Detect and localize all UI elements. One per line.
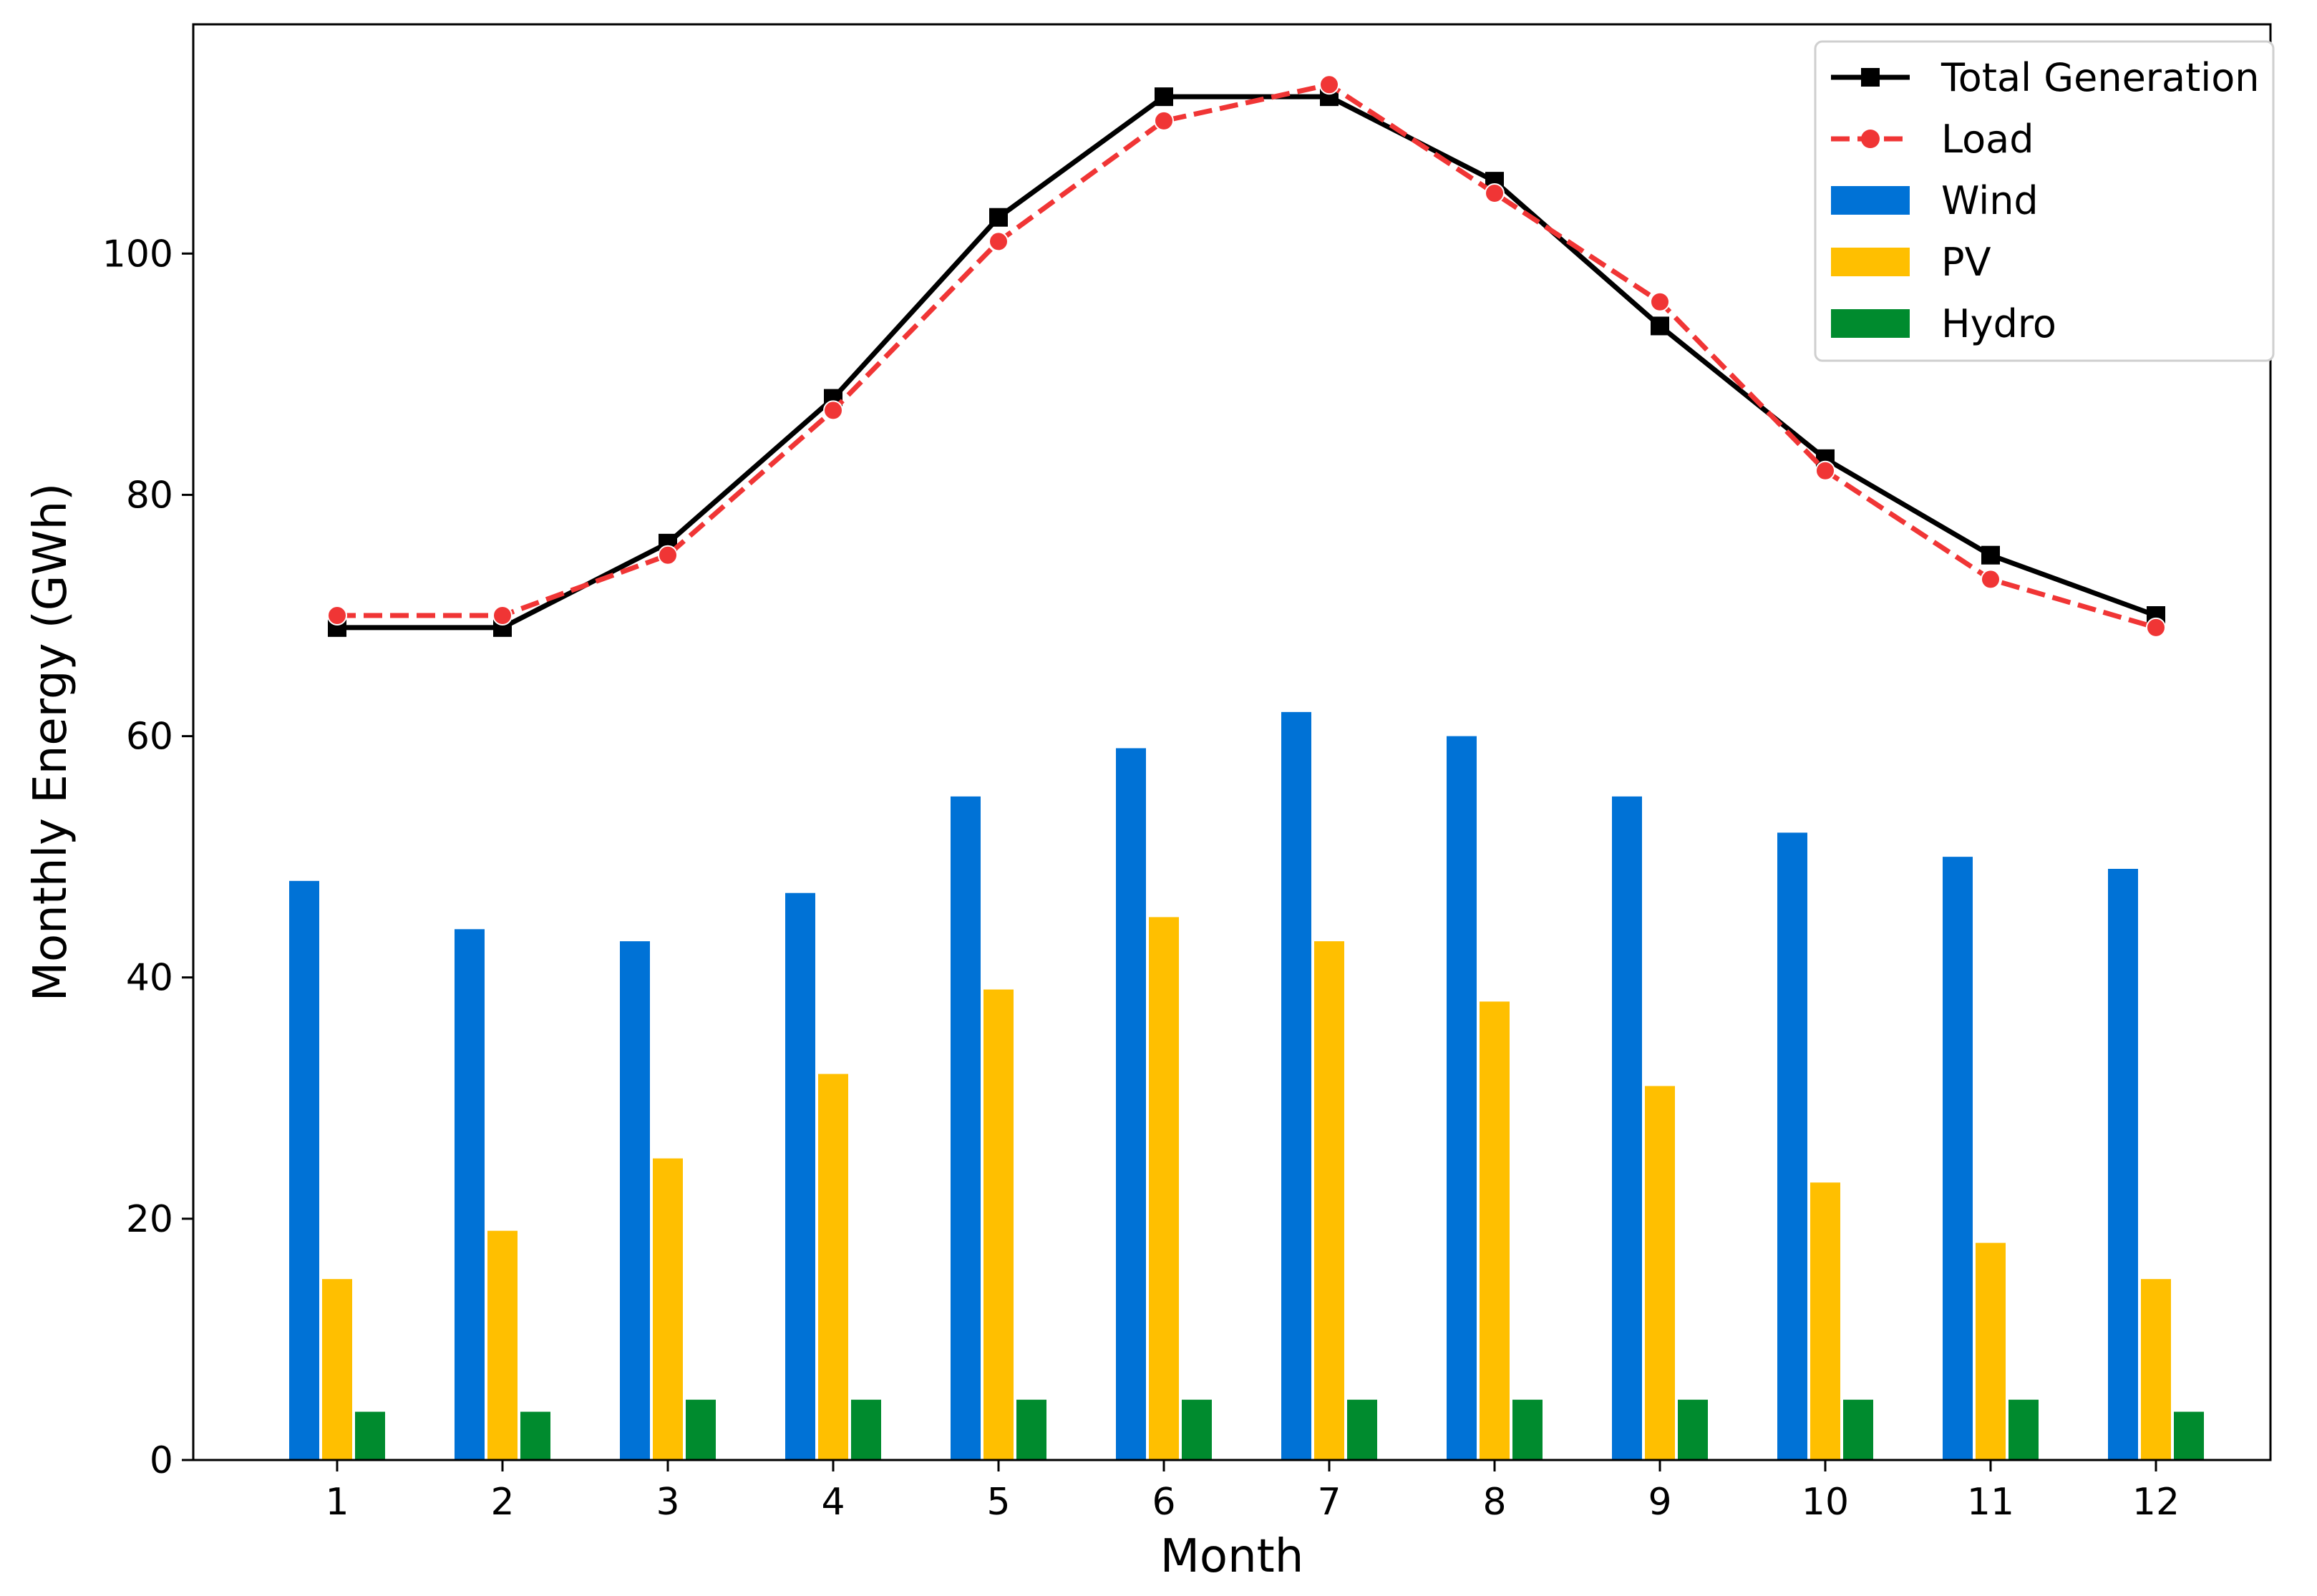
point-load-11 xyxy=(1981,569,2001,590)
legend-label-total-generation: Total Generation xyxy=(1940,55,2260,100)
x-axis-title: Month xyxy=(1160,1530,1304,1583)
x-tick-label-7: 7 xyxy=(1317,1481,1341,1524)
legend-marker-load xyxy=(1861,130,1880,148)
bar-hydro-5 xyxy=(1016,1399,1046,1460)
point-load-5 xyxy=(989,231,1009,252)
legend-marker-total-generation xyxy=(1861,68,1880,87)
bar-pv-4 xyxy=(818,1074,848,1460)
line-load xyxy=(337,82,2157,631)
bar-pv-11 xyxy=(1976,1242,2006,1460)
legend-box xyxy=(1814,40,2275,362)
point-load-7 xyxy=(1319,74,1339,95)
point-total-generation-11 xyxy=(1981,545,2000,565)
point-load-4 xyxy=(823,400,843,421)
point-total-generation-9 xyxy=(1651,316,1669,336)
bar-pv-10 xyxy=(1810,1182,1840,1460)
bar-pv-9 xyxy=(1645,1086,1675,1460)
bar-hydro-4 xyxy=(851,1399,881,1460)
x-tick-label-5: 5 xyxy=(986,1481,1010,1524)
bar-wind-3 xyxy=(620,941,650,1460)
y-axis-title: Monthly Energy (GWh) xyxy=(24,483,77,1001)
bar-hydro-11 xyxy=(2008,1399,2039,1460)
bar-wind-12 xyxy=(2108,869,2138,1460)
y-tick-label-80: 80 xyxy=(126,474,173,517)
bar-pv-1 xyxy=(322,1279,352,1460)
legend-label-pv: PV xyxy=(1941,240,1991,285)
legend-swatch-pv xyxy=(1831,248,1910,276)
bar-wind-5 xyxy=(951,796,981,1460)
bar-pv-6 xyxy=(1149,917,1179,1460)
y-tick-label-40: 40 xyxy=(126,957,173,1000)
point-load-9 xyxy=(1650,291,1670,312)
x-tick-label-6: 6 xyxy=(1152,1481,1175,1524)
legend: Total Generation Load Wind PV Hydro xyxy=(1814,40,2275,362)
bar-hydro-1 xyxy=(355,1411,385,1460)
line-total-generation xyxy=(337,94,2157,631)
legend-swatch-wind xyxy=(1831,186,1910,215)
x-tick-label-4: 4 xyxy=(821,1481,845,1524)
plot-frame xyxy=(192,23,2272,1461)
bar-wind-11 xyxy=(1943,857,1973,1460)
x-tick-label-11: 11 xyxy=(1967,1481,2014,1524)
bar-pv-5 xyxy=(983,989,1014,1460)
x-tick-label-3: 3 xyxy=(656,1481,679,1524)
x-tick-label-12: 12 xyxy=(2132,1481,2180,1524)
bar-pv-2 xyxy=(487,1230,518,1460)
y-tick-label-0: 0 xyxy=(150,1439,173,1482)
bar-hydro-6 xyxy=(1182,1399,1212,1460)
y-tick-label-100: 100 xyxy=(102,233,173,276)
bar-wind-1 xyxy=(289,880,319,1460)
bar-pv-8 xyxy=(1480,1001,1510,1460)
x-tick-label-9: 9 xyxy=(1648,1481,1671,1524)
x-tick-label-8: 8 xyxy=(1482,1481,1506,1524)
bar-wind-4 xyxy=(785,892,815,1460)
bar-wind-10 xyxy=(1777,832,1807,1460)
bar-hydro-7 xyxy=(1347,1399,1377,1460)
y-tick-label-20: 20 xyxy=(126,1198,173,1241)
bar-hydro-10 xyxy=(1843,1399,1873,1460)
bar-pv-3 xyxy=(653,1158,683,1460)
point-load-1 xyxy=(327,605,347,626)
bars-layer xyxy=(289,711,2204,1460)
bar-wind-9 xyxy=(1612,796,1642,1460)
bar-hydro-2 xyxy=(520,1411,550,1460)
legend-swatch-hydro xyxy=(1831,309,1910,338)
bar-pv-7 xyxy=(1314,941,1344,1460)
point-load-3 xyxy=(658,545,678,565)
point-load-8 xyxy=(1485,183,1505,203)
bar-pv-12 xyxy=(2141,1279,2171,1460)
bar-wind-7 xyxy=(1281,711,1311,1460)
y-tick-label-60: 60 xyxy=(126,716,173,759)
point-load-2 xyxy=(492,605,513,626)
legend-label-wind: Wind xyxy=(1941,178,2039,223)
bar-hydro-8 xyxy=(1512,1399,1543,1460)
legend-label-hydro: Hydro xyxy=(1941,301,2056,346)
x-tick-label-2: 2 xyxy=(490,1481,514,1524)
point-load-10 xyxy=(1815,460,1835,481)
bar-hydro-9 xyxy=(1678,1399,1708,1460)
lines-layer xyxy=(327,74,2166,638)
point-total-generation-5 xyxy=(989,208,1008,227)
x-tick-label-10: 10 xyxy=(1802,1481,1849,1524)
bar-wind-2 xyxy=(455,929,485,1460)
bar-wind-8 xyxy=(1447,736,1477,1460)
x-tick-label-1: 1 xyxy=(325,1481,349,1524)
legend-label-load: Load xyxy=(1941,117,2034,162)
bar-hydro-3 xyxy=(686,1399,716,1460)
bar-hydro-12 xyxy=(2174,1411,2204,1460)
point-load-12 xyxy=(2146,617,2166,638)
bar-wind-6 xyxy=(1116,748,1146,1460)
point-load-6 xyxy=(1154,110,1174,131)
point-total-generation-6 xyxy=(1155,87,1173,107)
